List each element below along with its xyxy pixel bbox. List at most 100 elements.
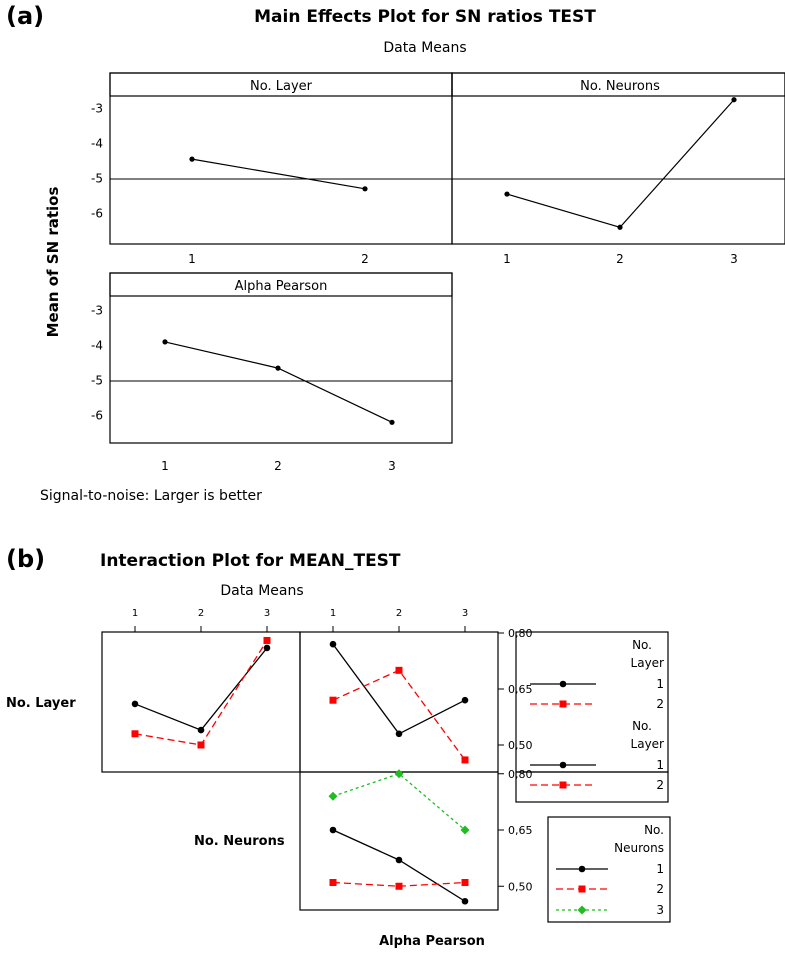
panel-no-neurons-title: No. Neurons [580,79,660,94]
main-effect-line-0 [191,158,366,190]
y-tick-label-top-1: 0,65 [508,683,533,696]
legend-3-frame [547,816,671,923]
y-tick-label-2-0: -3 [91,303,103,317]
y-tick-label-bottom-0: 0,80 [508,768,533,781]
legend-3-title-line2: Neurons [614,841,664,855]
interaction-point-2-2-0 [328,791,338,801]
panel-a-footer: Signal-to-noise: Larger is better [40,488,262,504]
legend-1-title-line1: No. [632,638,652,652]
x-tick-label-1-2: 3 [730,252,738,266]
panel-a-marks: 1 2 -3 -4 -5 -6 1 2 3 1 2 3 -3 -4 -5 -6 [91,97,738,473]
interaction-line-1-0 [332,643,466,735]
main-effect-point-1-2 [731,97,737,103]
y-tick-label-0-1: -4 [91,136,103,150]
interaction-line-1-1 [332,669,466,761]
interaction-point-2-2-2 [460,825,470,835]
legend-1-frame [515,631,669,773]
legend-3-entry-2: 2 [656,882,664,896]
interaction-point-0-1-1 [197,741,205,749]
y-tick-label-2-3: -6 [91,408,103,422]
x-tick-label-2-1: 2 [274,459,282,473]
y-tick-label-top-2: 0,50 [508,739,533,752]
main-effect-point-2-1 [275,365,281,371]
interaction-point-1-1-0 [329,696,337,704]
panel-no-layer-frame [109,72,453,245]
main-effect-point-0-0 [189,156,195,162]
panel-alpha-pearson-header [109,272,453,297]
panel-a-ylabel: Mean of SN ratios [44,187,62,338]
legend-3-sample-2-marker [578,885,586,893]
panel-a: (a) Main Effects Plot for SN ratios TEST… [6,2,785,504]
panel-b-xlabel: Alpha Pearson [379,934,485,949]
main-effect-line-2 [164,341,393,423]
interaction-point-2-1-1 [395,882,403,890]
top-tick-5: 2 [396,608,402,619]
panel-b-title: Interaction Plot for MEAN_TEST [100,551,401,571]
interaction-point-2-0-2 [461,897,469,905]
interaction-point-2-0-1 [395,856,403,864]
legend-2-entry-1: 1 [656,758,664,772]
panel-alpha-pearson-frame [109,272,453,444]
interaction-point-0-0-2 [263,644,271,652]
y-tick-label-0-0: -3 [91,101,103,115]
top-tick-3: 3 [264,608,270,619]
legend-1-title-line2: Layer [631,656,665,670]
top-tick-1: 1 [132,608,138,619]
legend-3-entry-1: 1 [656,862,664,876]
main-effect-point-2-0 [162,339,168,345]
panel-a-subtitle: Data Means [383,40,466,56]
interaction-point-2-1-0 [329,879,337,886]
y-tick-label-bottom-1: 0,65 [508,824,533,837]
legend-2-frame-bottom [515,771,669,803]
y-tick-label-bottom-2: 0,50 [508,880,533,893]
legend-1-entry-2: 2 [656,697,664,711]
interaction-point-0-1-2 [263,636,271,644]
main-effect-line-1 [506,99,735,228]
interaction-line-2-2 [332,773,466,831]
x-tick-label-2-0: 1 [161,459,169,473]
x-tick-label-1-0: 1 [503,252,511,266]
legend-3-entry-3: 3 [656,903,664,917]
panel-a-title: Main Effects Plot for SN ratios TEST [254,7,596,27]
legend-3-sample-3-marker [577,905,587,915]
panel-a-label: (a) [6,2,44,30]
y-tick-label-2-1: -4 [91,338,103,352]
interaction-point-2-0-0 [329,826,337,834]
main-effect-point-2-2 [389,419,395,425]
interaction-point-1-1-2 [461,756,469,764]
panel-no-neurons-header [451,72,785,97]
x-tick-label-0-0: 1 [188,252,196,266]
legend-1-sample-1-marker [559,680,567,688]
y-tick-label-0-3: -6 [91,206,103,220]
main-effect-point-1-0 [504,191,510,197]
interaction-point-1-0-0 [329,640,337,648]
top-tick-6: 3 [462,608,468,619]
x-tick-label-1-1: 2 [616,252,624,266]
legend-3-sample-1-marker [578,865,586,873]
interaction-line-2-0 [332,829,466,902]
panel-alpha-pearson-title: Alpha Pearson [235,279,328,294]
row-label-no-neurons: No. Neurons [194,834,285,849]
panel-b-subtitle: Data Means [220,583,303,599]
interaction-point-1-0-1 [395,730,403,738]
interaction-panel-1-frame [101,631,301,773]
interaction-point-1-0-2 [461,696,469,704]
top-tick-4: 1 [330,608,336,619]
legend-2-entry-2: 2 [656,778,664,792]
y-tick-label-2-2: -5 [91,373,103,387]
main-effect-point-1-1 [617,224,623,230]
interaction-point-0-0-0 [131,700,139,708]
top-tick-2: 2 [198,608,204,619]
interaction-point-0-1-0 [131,730,139,738]
legend-2-sample-1-marker [559,761,567,769]
row-label-no-layer: No. Layer [6,696,76,711]
panel-no-layer-title: No. Layer [250,79,313,94]
x-tick-label-0-1: 2 [361,252,369,266]
interaction-line-0-0 [134,647,268,731]
panel-b: (b) Interaction Plot for MEAN_TEST Data … [6,545,671,949]
legend-2-title-line2: Layer [631,737,665,751]
interaction-point-2-1-2 [461,879,469,886]
interaction-point-0-0-1 [197,726,205,734]
y-tick-label-0-2: -5 [91,171,103,185]
